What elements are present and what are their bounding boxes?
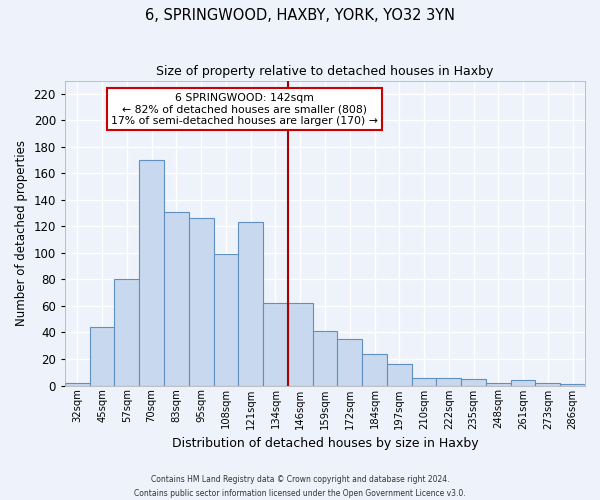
Text: Contains HM Land Registry data © Crown copyright and database right 2024.
Contai: Contains HM Land Registry data © Crown c… [134,476,466,498]
Bar [511,380,535,386]
Bar [313,331,337,386]
Bar [387,364,412,386]
Bar [115,280,139,386]
Bar [164,212,189,386]
Bar [461,379,486,386]
Bar [535,383,560,386]
Bar [139,160,164,386]
Title: Size of property relative to detached houses in Haxby: Size of property relative to detached ho… [156,65,494,78]
Bar [288,304,313,386]
Text: 6 SPRINGWOOD: 142sqm
← 82% of detached houses are smaller (808)
17% of semi-deta: 6 SPRINGWOOD: 142sqm ← 82% of detached h… [111,93,378,126]
Bar [214,254,238,386]
Bar [90,327,115,386]
Bar [263,304,288,386]
Bar [65,383,90,386]
Bar [412,378,436,386]
Text: 6, SPRINGWOOD, HAXBY, YORK, YO32 3YN: 6, SPRINGWOOD, HAXBY, YORK, YO32 3YN [145,8,455,22]
X-axis label: Distribution of detached houses by size in Haxby: Distribution of detached houses by size … [172,437,478,450]
Bar [238,222,263,386]
Y-axis label: Number of detached properties: Number of detached properties [15,140,28,326]
Bar [560,384,585,386]
Bar [337,339,362,386]
Bar [436,378,461,386]
Bar [189,218,214,386]
Bar [362,354,387,386]
Bar [486,383,511,386]
